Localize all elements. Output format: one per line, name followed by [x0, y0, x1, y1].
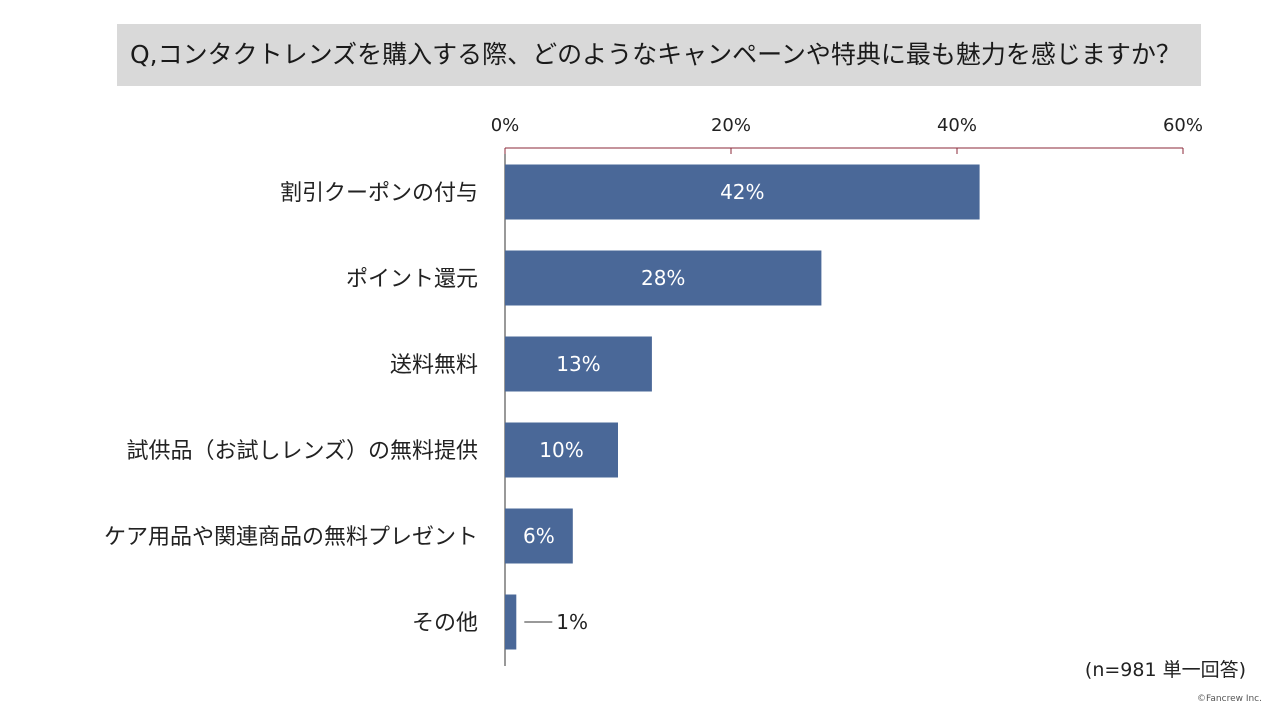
data-label: 28%	[641, 266, 685, 290]
x-tick-label: 60%	[1163, 115, 1203, 136]
title-background	[117, 24, 1201, 86]
chart-title: Q,コンタクトレンズを購入する際、どのようなキャンペーンや特典に最も魅力を感じま…	[130, 40, 1181, 69]
category-label: 試供品（お試しレンズ）の無料提供	[126, 439, 478, 464]
x-tick-label: 40%	[937, 115, 977, 136]
category-label: 割引クーポンの付与	[280, 181, 478, 206]
bar	[505, 336, 652, 392]
copyright: ©Fancrew Inc.	[1197, 694, 1262, 704]
data-label: 10%	[539, 438, 583, 462]
category-label: 送料無料	[390, 353, 478, 378]
data-label: 13%	[556, 352, 600, 376]
data-label: 6%	[523, 524, 555, 548]
bar	[505, 508, 573, 564]
data-label: 1%	[556, 610, 588, 634]
bar	[505, 250, 822, 306]
x-tick-label: 20%	[711, 115, 751, 136]
category-label: ポイント還元	[346, 267, 478, 292]
category-label: ケア用品や関連商品の無料プレゼント	[104, 525, 478, 550]
category-label: その他	[412, 611, 478, 636]
x-tick-label: 0%	[491, 115, 520, 136]
sample-note: (n=981 単一回答)	[1084, 659, 1246, 681]
bar	[505, 164, 980, 220]
bar	[505, 422, 618, 478]
data-label: 42%	[720, 180, 764, 204]
bar	[505, 594, 517, 650]
